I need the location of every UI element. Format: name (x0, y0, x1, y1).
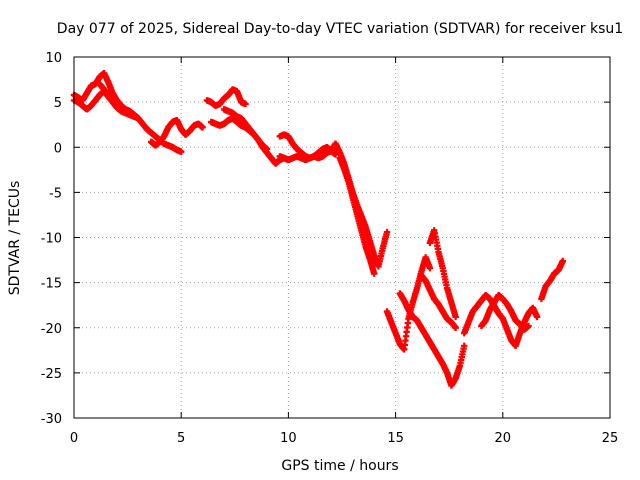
data-point (178, 148, 185, 155)
series-trace-d (147, 116, 206, 149)
x-tick-label: 10 (280, 431, 297, 446)
data-point (533, 313, 541, 321)
data-point (383, 228, 391, 236)
series-trace-g (220, 106, 271, 153)
data-point (135, 115, 142, 122)
data-point (559, 257, 567, 265)
y-tick-label: -30 (41, 412, 62, 427)
y-tick-label: 0 (54, 141, 62, 156)
series-trace-c (96, 80, 133, 117)
x-tick-label: 15 (387, 431, 404, 446)
y-tick-label: -5 (49, 186, 62, 201)
data-point (370, 270, 378, 277)
tick-labels: 0 5 10 15 20 25 10 5 0 -5 -10 -15 -20 -25 -30 (41, 51, 619, 446)
x-tick-label: 0 (70, 431, 78, 446)
x-tick-label: 5 (177, 431, 185, 446)
series-trace-m (396, 290, 468, 389)
x-tick-label: 25 (602, 431, 619, 446)
series-trace-k (336, 154, 378, 277)
series-trace-q (478, 292, 532, 333)
y-tick-label: -15 (41, 277, 62, 292)
series-trace-e (203, 86, 249, 109)
data-point (242, 100, 249, 108)
series-trace-r (538, 257, 567, 303)
grid (74, 57, 610, 418)
data-point (199, 124, 206, 131)
data-point (525, 322, 532, 330)
data-point (461, 342, 468, 349)
y-tick-label: 10 (45, 51, 62, 66)
data-point (452, 324, 459, 331)
data-point (126, 109, 133, 117)
x-axis-label: GPS time / hours (281, 458, 398, 474)
data-points (70, 70, 567, 389)
data-point (263, 145, 271, 153)
y-tick-label: -10 (41, 232, 62, 247)
series-trace-o (418, 272, 459, 331)
series-trace-l (383, 254, 434, 353)
series-trace-n (426, 227, 459, 321)
plot-frame (73, 56, 611, 419)
chart-title: Day 077 of 2025, Sidereal Day-to-day VTE… (57, 21, 623, 37)
data-point (426, 264, 434, 272)
data-point (452, 313, 459, 321)
y-tick-label: -25 (41, 367, 62, 382)
y-tick-label: 5 (54, 96, 62, 111)
series-trace-p (461, 292, 541, 349)
y-tick-label: -20 (41, 322, 62, 337)
x-tick-label: 20 (495, 431, 512, 446)
y-axis-label: SDTVAR / TECUs (7, 181, 23, 296)
